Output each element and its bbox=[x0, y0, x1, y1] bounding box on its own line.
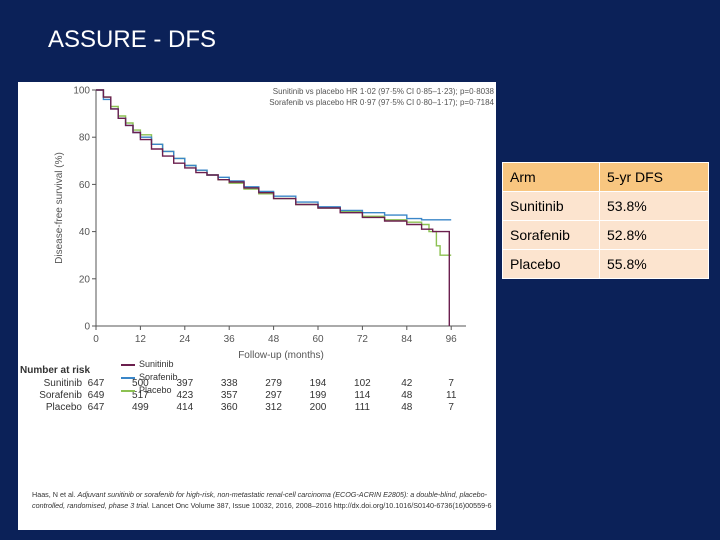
table-row: Sorafenib 52.8% bbox=[502, 220, 709, 250]
risk-count: 11 bbox=[446, 390, 457, 401]
risk-count: 649 bbox=[88, 390, 105, 401]
y-tick-label: 0 bbox=[84, 322, 90, 333]
y-axis-label: Disease-free survival (%) bbox=[54, 152, 65, 264]
table-cell-arm: Placebo bbox=[502, 249, 600, 279]
y-tick-label: 100 bbox=[73, 86, 90, 97]
hr-annotation: Sorafenib vs placebo HR 0·97 (97·5% CI 0… bbox=[269, 98, 494, 107]
number-at-risk-heading: Number at risk bbox=[20, 365, 90, 376]
series-line-sorafenib bbox=[96, 89, 452, 221]
risk-count: 199 bbox=[310, 390, 327, 401]
risk-count: 279 bbox=[265, 378, 282, 389]
table-row: Placebo 55.8% bbox=[502, 249, 709, 279]
risk-count: 517 bbox=[132, 390, 149, 401]
risk-row-label: Placebo bbox=[46, 402, 83, 413]
slide-title: ASSURE - DFS bbox=[48, 26, 217, 53]
risk-count: 338 bbox=[221, 378, 238, 389]
chart-legend: Sunitinib Sorafenib Placebo bbox=[121, 358, 178, 397]
risk-count: 102 bbox=[354, 378, 371, 389]
table-header-cell: Arm bbox=[502, 162, 600, 192]
citation-details: Lancet Onc Volume 387, Issue 10032, 2016… bbox=[149, 500, 492, 510]
risk-count: 647 bbox=[88, 378, 105, 389]
x-tick-label: 0 bbox=[93, 334, 99, 345]
legend-item-sorafenib: Sorafenib bbox=[121, 371, 178, 384]
table-cell-arm: Sunitinib bbox=[502, 191, 600, 221]
risk-count: 499 bbox=[132, 402, 149, 413]
risk-count: 7 bbox=[448, 378, 454, 389]
x-tick-label: 84 bbox=[401, 334, 413, 345]
risk-count: 500 bbox=[132, 378, 149, 389]
citation: Haas, N et al. Adjuvant sunitinib or sor… bbox=[32, 490, 502, 511]
citation-authors: Haas, N et al. bbox=[32, 490, 78, 499]
risk-count: 111 bbox=[355, 402, 371, 413]
series-line-placebo bbox=[96, 89, 452, 256]
y-tick-label: 60 bbox=[79, 180, 91, 191]
risk-row-label: Sunitinib bbox=[44, 378, 83, 389]
x-tick-label: 60 bbox=[312, 334, 324, 345]
risk-count: 48 bbox=[401, 402, 413, 413]
risk-count: 297 bbox=[265, 390, 282, 401]
table-cell-dfs: 53.8% bbox=[599, 191, 709, 221]
x-tick-label: 48 bbox=[268, 334, 280, 345]
risk-count: 360 bbox=[221, 402, 238, 413]
table-cell-arm: Sorafenib bbox=[502, 220, 600, 250]
legend-item-placebo: Placebo bbox=[121, 384, 178, 397]
x-tick-label: 72 bbox=[357, 334, 369, 345]
table-cell-dfs: 55.8% bbox=[599, 249, 709, 279]
risk-count: 423 bbox=[176, 390, 193, 401]
risk-count: 48 bbox=[401, 390, 413, 401]
table-cell-dfs: 52.8% bbox=[599, 220, 709, 250]
risk-row-label: Sorafenib bbox=[39, 390, 82, 401]
y-tick-label: 20 bbox=[79, 274, 91, 285]
y-tick-label: 80 bbox=[79, 133, 91, 144]
hr-annotation: Sunitinib vs placebo HR 1·02 (97·5% CI 0… bbox=[273, 87, 495, 96]
table-row: Sunitinib 53.8% bbox=[502, 191, 709, 221]
citation-title: Adjuvant sunitinib or sorafenib for high… bbox=[32, 490, 488, 510]
risk-count: 200 bbox=[310, 402, 327, 413]
risk-count: 194 bbox=[310, 378, 327, 389]
series-line-sunitinib bbox=[96, 89, 450, 326]
risk-count: 647 bbox=[88, 402, 105, 413]
risk-count: 397 bbox=[176, 378, 193, 389]
x-tick-label: 12 bbox=[135, 334, 147, 345]
risk-count: 414 bbox=[176, 402, 193, 413]
risk-count: 7 bbox=[448, 402, 454, 413]
risk-count: 114 bbox=[354, 390, 370, 401]
table-header-row: Arm 5-yr DFS bbox=[502, 162, 709, 192]
x-tick-label: 36 bbox=[224, 334, 236, 345]
table-header-cell: 5-yr DFS bbox=[599, 162, 709, 192]
x-tick-label: 24 bbox=[179, 334, 191, 345]
risk-count: 357 bbox=[221, 390, 238, 401]
dfs-table: Arm 5-yr DFS Sunitinib 53.8% Sorafenib 5… bbox=[502, 162, 709, 279]
risk-count: 42 bbox=[401, 378, 413, 389]
x-tick-label: 96 bbox=[446, 334, 458, 345]
x-axis-label: Follow-up (months) bbox=[238, 350, 324, 361]
legend-item-sunitinib: Sunitinib bbox=[121, 358, 178, 371]
risk-count: 312 bbox=[265, 402, 282, 413]
y-tick-label: 40 bbox=[79, 227, 91, 238]
km-chart: 0 20 40 60 80 100 0 12 24 36 48 60 72 84 96 Disease-fre… bbox=[20, 86, 495, 414]
km-figure-panel: 0 20 40 60 80 100 0 12 24 36 48 60 72 84 96 Disease-fre… bbox=[18, 82, 496, 530]
